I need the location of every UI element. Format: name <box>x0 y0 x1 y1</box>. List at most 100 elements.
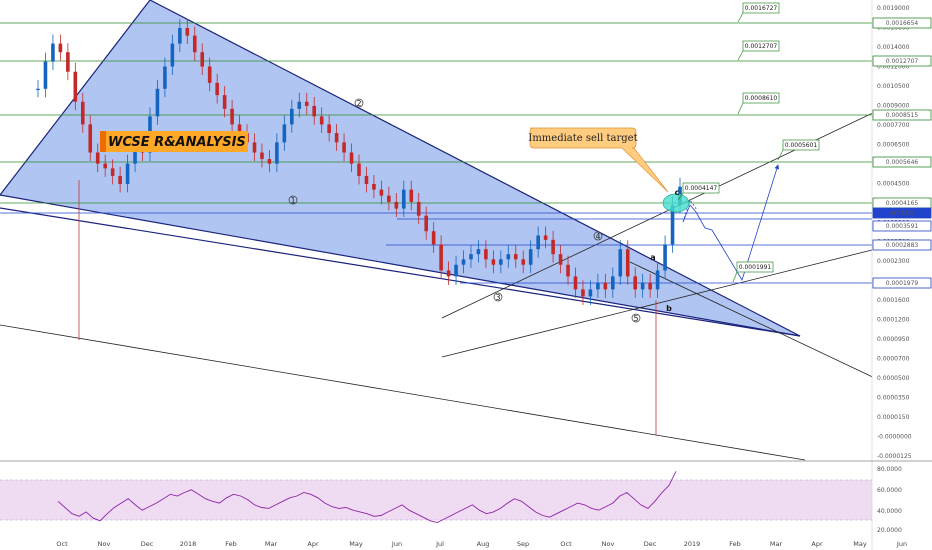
x-tick-label: Aug <box>477 540 490 548</box>
candle-body <box>611 276 615 290</box>
rsi-tick-label: 80.0000 <box>877 466 902 473</box>
candle-body <box>237 124 242 134</box>
candle-body <box>88 124 93 153</box>
y-tick-label: 0.0000700 <box>877 356 910 363</box>
candle-body <box>125 163 130 184</box>
candle-body <box>566 264 570 277</box>
candle-body <box>648 282 652 290</box>
candle-body <box>528 249 533 265</box>
candle-body <box>163 66 167 89</box>
svg-text:2: 2 <box>356 99 361 108</box>
svg-text:0.0002883: 0.0002883 <box>886 242 919 249</box>
y-tick-label: 0.0004500 <box>877 180 910 187</box>
candle-body <box>543 235 548 240</box>
y-tick-label: -0.0000125 <box>877 453 912 460</box>
candle-body <box>51 43 55 62</box>
candle-body <box>551 239 555 255</box>
candle-body <box>446 270 451 277</box>
svg-text:5: 5 <box>633 314 638 323</box>
candle-body <box>596 282 600 290</box>
chart-title: WCSE R&ANALYSIS <box>108 135 246 150</box>
candle-body <box>387 195 391 202</box>
price-level-tag: 0.0005646 <box>872 156 932 168</box>
x-tick-label: Jun <box>391 540 402 548</box>
channel-lower-line <box>441 249 873 358</box>
candle-body <box>588 289 593 297</box>
wave-5-marker: 5 <box>631 313 641 323</box>
candle-body <box>290 108 294 125</box>
candle-body <box>192 35 197 53</box>
y-tick-label: 0.0012000 <box>877 63 910 70</box>
y-tick-label: 0.0001600 <box>877 297 910 304</box>
candle-body <box>357 163 361 176</box>
current-change-tag: -67.81% <box>873 208 931 218</box>
svg-text:0.0004165: 0.0004165 <box>886 200 919 207</box>
target-box-2: 0.0008610 <box>737 92 780 115</box>
candle-body <box>80 101 85 125</box>
y-tick-label: 0.0000500 <box>877 375 910 382</box>
x-tick-label: Jul <box>435 540 444 548</box>
candle-body <box>372 183 376 190</box>
candle-body <box>364 175 369 184</box>
candle-body <box>43 61 48 89</box>
y-tick-label: 0.0002300 <box>877 258 910 265</box>
candle-body <box>409 189 414 202</box>
y-tick-label: 0.0014000 <box>877 44 910 51</box>
x-tick-label: Apr <box>811 540 823 548</box>
wave-b-label: b <box>666 304 672 313</box>
candle-body <box>625 249 630 277</box>
candle-body <box>633 276 638 290</box>
candle-body <box>424 215 428 232</box>
y-tick-label: 0.0009000 <box>877 102 910 109</box>
candle-body <box>461 259 466 265</box>
sell-target-highlight <box>662 193 690 213</box>
title-box: WCSE R&ANALYSIS <box>100 131 248 152</box>
candle-body <box>282 124 287 143</box>
svg-text:0.0008515: 0.0008515 <box>886 112 919 119</box>
y-tick-label: 0.0001200 <box>877 317 910 324</box>
price-level-tag: 0.0008515 <box>872 109 932 121</box>
svg-text:0.0003591: 0.0003591 <box>886 223 919 230</box>
price-level-tag: 0.0001979 <box>872 277 932 289</box>
svg-text:0.0016727: 0.0016727 <box>745 5 778 12</box>
candle-body <box>178 28 182 44</box>
candle-body <box>297 101 302 109</box>
y-tick-label: 0.0006500 <box>877 141 910 148</box>
candle-body <box>118 175 122 184</box>
x-tick-label: Oct <box>560 540 572 548</box>
x-tick-label: Nov <box>98 540 111 548</box>
svg-text:0.0012707: 0.0012707 <box>886 58 919 65</box>
price-level-tag: 0.0012707 <box>872 55 932 67</box>
candle-body <box>581 289 585 297</box>
candle-body <box>469 254 473 260</box>
wave-c-label: c <box>675 188 680 197</box>
candle-body <box>454 264 458 277</box>
svg-text:0.0001991: 0.0001991 <box>739 264 772 271</box>
svg-text:0.0004147: 0.0004147 <box>685 185 718 192</box>
candle-body <box>640 282 645 290</box>
candle-body <box>200 52 205 67</box>
svg-text:3: 3 <box>495 293 500 302</box>
candle-body <box>230 108 234 125</box>
y-tick-label: 0.0007700 <box>877 122 910 129</box>
candle-body <box>513 254 518 260</box>
x-tick-label: 2019 <box>684 540 701 548</box>
wave-4-marker: 4 <box>593 231 603 241</box>
target-box-3: 0.0005601 <box>777 139 820 161</box>
price-level-tag: 0.0003591 <box>872 220 932 232</box>
svg-text:0.0016654: 0.0016654 <box>886 20 919 27</box>
x-tick-label: Feb <box>729 540 741 548</box>
svg-text:0.0005601: 0.0005601 <box>785 142 818 149</box>
x-tick-label: Dec <box>141 540 154 548</box>
rsi-series <box>57 471 677 523</box>
candle-body <box>36 88 40 91</box>
candle-body <box>416 201 421 216</box>
candle-body <box>618 249 623 277</box>
candle-body <box>334 133 339 143</box>
candle-body <box>252 142 257 153</box>
target-box-4: 0.0004147 <box>677 182 720 201</box>
candle-body <box>439 244 443 271</box>
candle-body <box>521 259 526 265</box>
x-tick-label: Apr <box>307 540 319 548</box>
candle-body <box>379 189 384 196</box>
